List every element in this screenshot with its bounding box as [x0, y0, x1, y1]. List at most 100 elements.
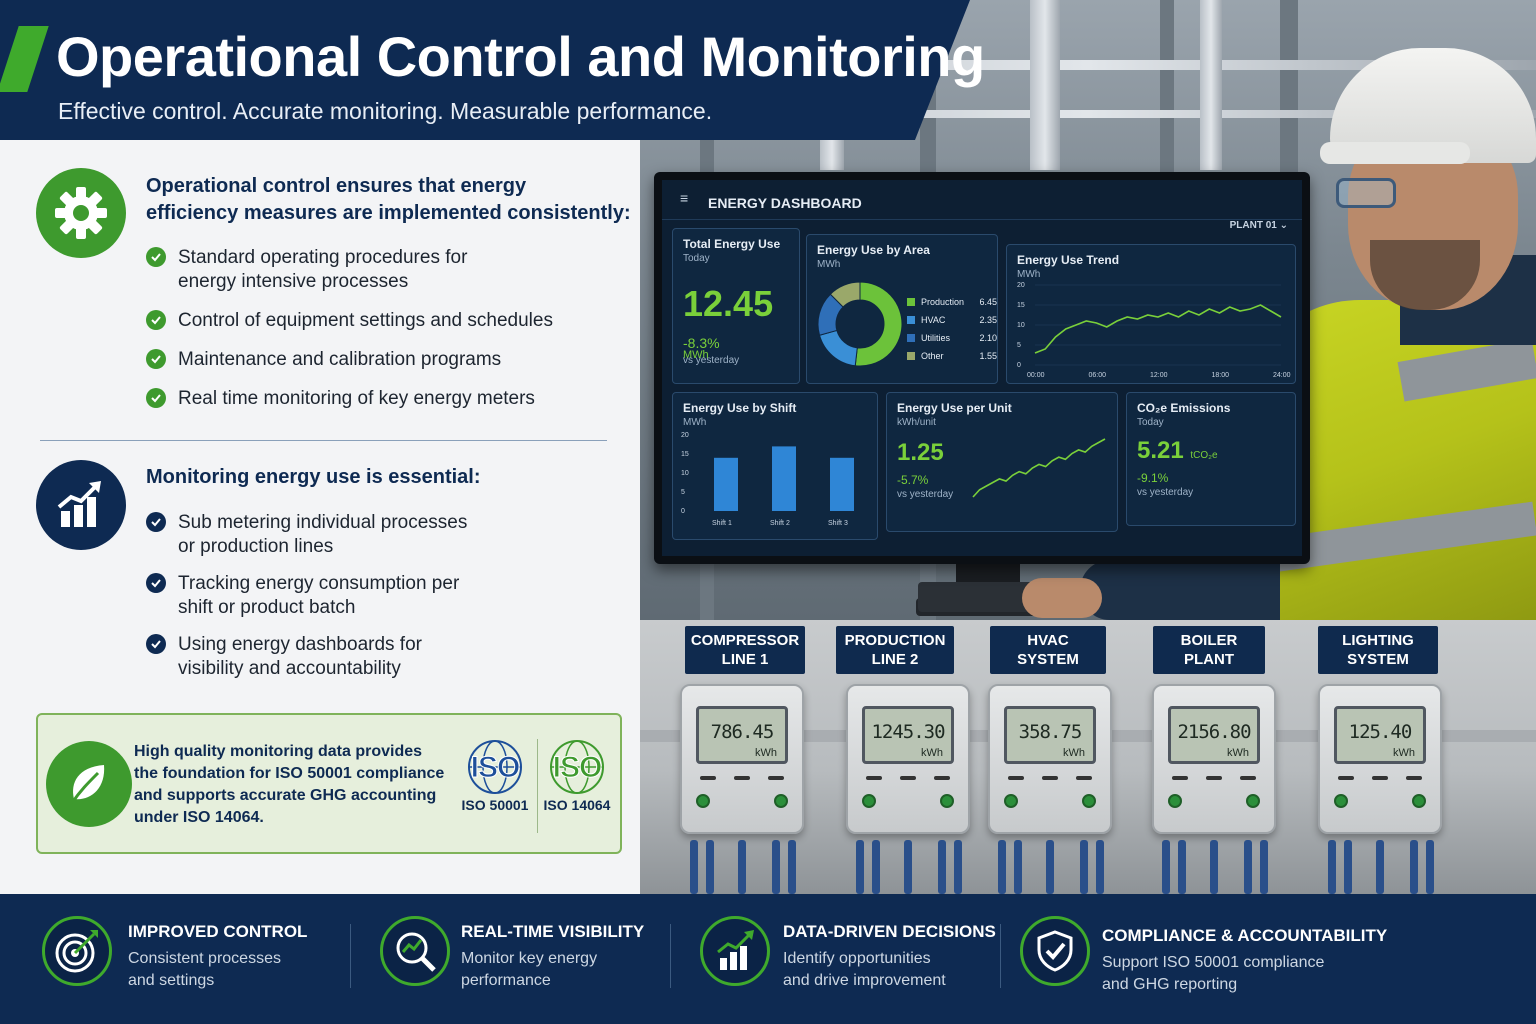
magnifier-chart-icon	[380, 916, 450, 986]
trend-x-tick: 18:00	[1212, 372, 1230, 379]
operational-bullet: Maintenance and calibration programs	[146, 348, 501, 372]
shield-check-icon	[1020, 916, 1090, 986]
meter-cable	[872, 840, 880, 894]
per-unit-title: Energy Use per Unit	[897, 401, 1012, 415]
iso-callout: High quality monitoring data provides th…	[36, 713, 622, 854]
operational-bullet: Control of equipment settings and schedu…	[146, 309, 553, 333]
footer-title: DATA-DRIVEN DECISIONS	[783, 922, 996, 941]
trend-line-chart: 20 15 10 5 0 00:00 06:00 12:00 18:00 24:00	[1017, 282, 1291, 379]
energy-meter: 786.45 kWh	[680, 684, 804, 834]
meter-green-button[interactable]	[1334, 794, 1348, 808]
trend-y-tick: 20	[1017, 282, 1025, 289]
monitoring-bullet: Tracking energy consumption per shift or …	[146, 572, 459, 620]
trend-y-tick: 15	[1017, 302, 1025, 309]
co2-vs: vs yesterday	[1137, 487, 1194, 498]
meter-cable	[856, 840, 864, 894]
total-energy-title: Total Energy Use	[683, 237, 781, 251]
meter-cable	[738, 840, 746, 894]
donut-slice	[854, 281, 903, 367]
check-icon	[146, 573, 166, 593]
area-legend-item: HVAC 2.35	[907, 315, 997, 325]
check-icon	[146, 310, 166, 330]
meter-cable	[690, 840, 698, 894]
safety-glasses	[1336, 178, 1396, 208]
co2-sub: Today	[1137, 417, 1164, 428]
operational-bullet: Standard operating procedures for energy …	[146, 246, 467, 294]
iso-callout-text: High quality monitoring data provides th…	[134, 743, 445, 826]
area-legend-item: Production 6.45	[907, 297, 997, 307]
total-energy-panel: Total Energy Use Today 12.45 MWh -8.3% v…	[672, 228, 800, 384]
by-shift-sub: MWh	[683, 417, 707, 428]
donut-slice	[818, 329, 858, 367]
footer-item-real-time-visibility: REAL-TIME VISIBILITY Monitor key energy …	[380, 914, 680, 1004]
footer-item-data-driven-decisions: DATA-DRIVEN DECISIONS Identify opportuni…	[700, 914, 1000, 1004]
meter-unit: kWh	[921, 747, 943, 759]
meter-green-button[interactable]	[1246, 794, 1260, 808]
iso-14064-logo-text: ISO	[552, 751, 603, 784]
meter-cable	[1210, 840, 1218, 894]
check-icon	[146, 634, 166, 654]
trend-y-tick: 10	[1017, 322, 1025, 329]
iso-14064-badge: ISO ISO 14064	[542, 737, 612, 813]
dashboard-topbar: ≡ ENERGY DASHBOARD	[662, 180, 1302, 220]
shift-y-tick: 0	[681, 508, 685, 515]
meter-reading: 358.75	[1018, 721, 1083, 743]
shift-y-tick: 5	[681, 489, 685, 496]
area-donut-chart	[817, 281, 903, 367]
page-title: Operational Control and Monitoring	[56, 25, 985, 88]
by-shift-title: Energy Use by Shift	[683, 401, 797, 415]
shift-bar	[830, 457, 854, 511]
meter-cable	[1244, 840, 1252, 894]
shift-x-tick: Shift 3	[828, 520, 848, 527]
footer-desc: Support ISO 50001 compliance and GHG rep…	[1102, 954, 1325, 993]
bar-growth-icon	[700, 916, 770, 986]
leaf-icon	[46, 741, 132, 827]
footer-title: IMPROVED CONTROL	[128, 922, 308, 941]
meter-cable	[1014, 840, 1022, 894]
meter-green-button[interactable]	[774, 794, 788, 808]
total-energy-delta: -8.3%	[683, 335, 720, 351]
plant-selector[interactable]: PLANT 01 ⌄	[1229, 220, 1288, 231]
meter-unit: kWh	[1227, 747, 1249, 759]
per-unit-sparkline	[972, 438, 1106, 498]
shift-bar	[714, 457, 738, 511]
monitor: ≡ ENERGY DASHBOARD PLANT 01 ⌄ Total Ener…	[654, 172, 1310, 564]
per-unit-vs: vs yesterday	[897, 489, 954, 500]
meter-cable	[1426, 840, 1434, 894]
meter-reading: 125.40	[1348, 721, 1413, 743]
meter-green-button[interactable]	[696, 794, 710, 808]
meter-green-button[interactable]	[1082, 794, 1096, 808]
meter-cable	[998, 840, 1006, 894]
energy-meter: 2156.80 kWh	[1152, 684, 1276, 834]
meter-green-button[interactable]	[1168, 794, 1182, 808]
per-unit-value: 1.25	[897, 439, 944, 466]
meter-green-button[interactable]	[1412, 794, 1426, 808]
area-legend-item: Utilities 2.10	[907, 333, 997, 343]
trend-title: Energy Use Trend	[1017, 253, 1120, 267]
trend-y-tick: 0	[1017, 362, 1021, 369]
monitoring-heading: Monitoring energy use is essential:	[146, 466, 481, 488]
shift-bar-chart: 20 15 10 5 0 Shift 1 Shift 2 Shift 3	[681, 432, 854, 527]
trend-line	[1034, 304, 1282, 354]
target-icon	[42, 916, 112, 986]
by-area-title: Energy Use by Area	[817, 243, 930, 257]
meter-label: PRODUCTION LINE 2	[836, 626, 954, 674]
footer-desc: Identify opportunities and drive improve…	[783, 950, 946, 989]
per-unit-delta: -5.7%	[897, 473, 929, 487]
donut-slice	[829, 281, 861, 308]
energy-meter: 1245.30 kWh	[846, 684, 970, 834]
meter-unit: kWh	[755, 747, 777, 759]
menu-icon[interactable]: ≡	[680, 190, 689, 206]
check-icon	[146, 349, 166, 369]
meter-green-button[interactable]	[940, 794, 954, 808]
meter-green-button[interactable]	[1004, 794, 1018, 808]
footer-title: COMPLIANCE & ACCOUNTABILITY	[1102, 926, 1388, 945]
meter-cable	[1376, 840, 1384, 894]
footer: IMPROVED CONTROL Consistent processes an…	[0, 894, 1536, 1024]
meter-cable	[1328, 840, 1336, 894]
meter-green-button[interactable]	[862, 794, 876, 808]
check-icon	[146, 512, 166, 532]
meter-reading: 1245.30	[871, 721, 945, 743]
meter-reading: 2156.80	[1177, 721, 1251, 743]
per-unit-line	[972, 438, 1106, 498]
